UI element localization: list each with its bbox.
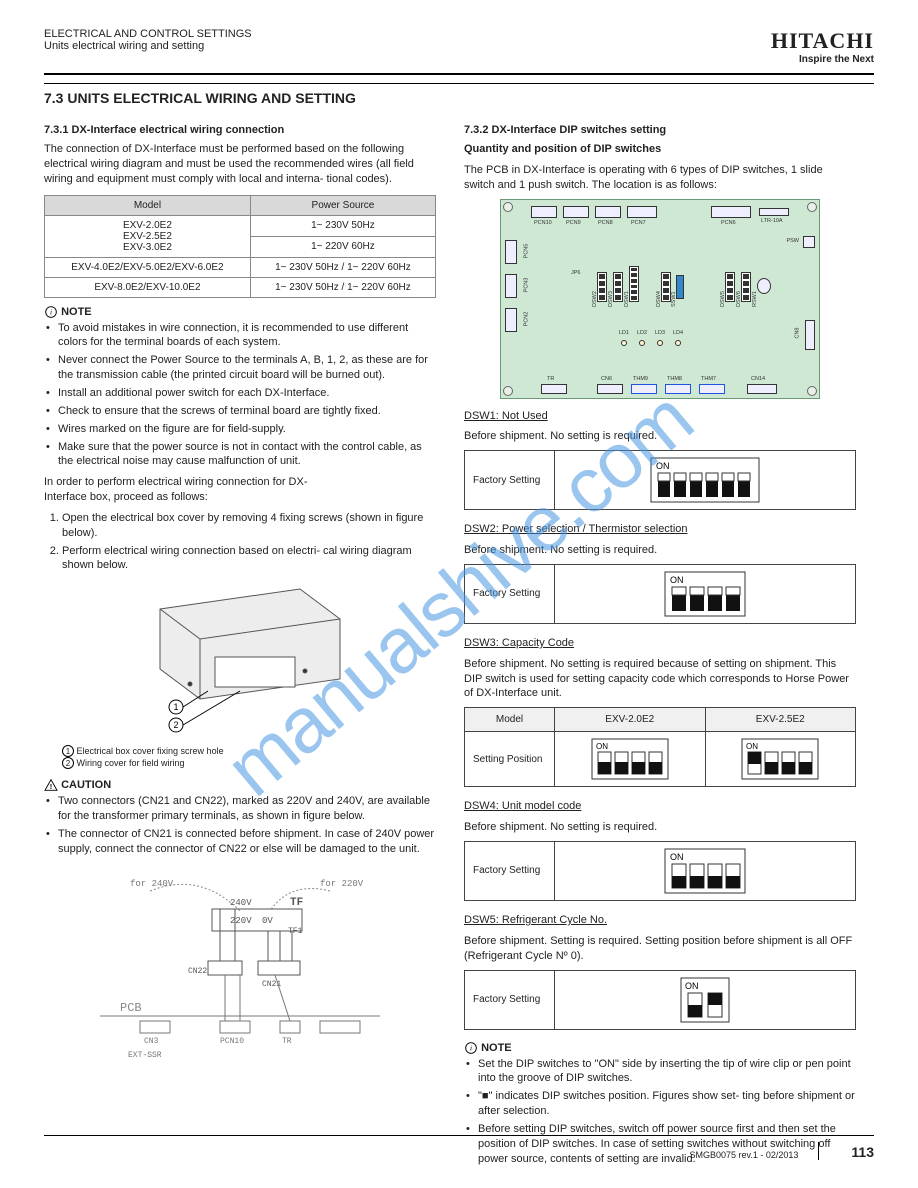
dsw1-dip: ON	[555, 451, 856, 510]
table-cell: EXV-4.0E2/EXV-5.0E2/EXV-6.0E2	[45, 257, 251, 277]
table-cell: 1~ 220V 60Hz	[250, 236, 435, 257]
list-item: Make sure that the power source is not i…	[44, 440, 436, 470]
brand-logo-text: HITACHI	[771, 28, 874, 54]
dsw2-dip: ON	[555, 564, 856, 623]
wiring-diagram: for 240V for 220V 240V 220V 0V TF TF1	[80, 861, 400, 1091]
svg-text:for 220V: for 220V	[320, 879, 364, 889]
note-list: To avoid mistakes in wire connection, it…	[44, 321, 436, 470]
dsw4-before: Before shipment. No setting is required.	[464, 820, 856, 835]
dsw2-table: Factory Setting ON	[464, 564, 856, 624]
svg-text:ON: ON	[670, 852, 684, 862]
svg-text:CN22: CN22	[188, 967, 207, 976]
info-icon: i	[44, 306, 58, 318]
dsw5-before: Before shipment. Setting is required. Se…	[464, 934, 856, 964]
svg-text:240V: 240V	[230, 898, 252, 908]
svg-text:ON: ON	[670, 575, 684, 585]
list-item: Perform electrical wiring connection bas…	[62, 544, 436, 574]
svg-text:220V: 220V	[230, 916, 252, 926]
brand-tagline: Inspire the Next	[771, 54, 874, 65]
svg-text:CN3: CN3	[144, 1037, 159, 1046]
ebox-steps: Open the electrical box cover by removin…	[44, 511, 436, 573]
callout-1: Electrical box cover fixing screw hole	[77, 746, 224, 756]
svg-text:ON: ON	[596, 742, 608, 751]
svg-text:PCN10: PCN10	[220, 1037, 244, 1046]
table-cell: 1~ 230V 50Hz / 1~ 220V 60Hz	[250, 257, 435, 277]
svg-text:1: 1	[173, 702, 178, 712]
list-item: The connector of CN21 is connected befor…	[44, 827, 436, 857]
svg-text:ON: ON	[685, 981, 699, 991]
main-heading: 7.3 UNITS ELECTRICAL WIRING AND SETTING	[44, 90, 874, 106]
dsw4-table: Factory Setting ON	[464, 841, 856, 901]
pcb-paragraph: The PCB in DX-Interface is operating wit…	[464, 163, 856, 193]
dsw3-dip-a: ON	[555, 732, 706, 787]
ebox-intro: In order to perform electrical wiring co…	[44, 475, 436, 505]
list-item: Install an additional power switch for e…	[44, 386, 436, 401]
svg-text:TR: TR	[282, 1037, 292, 1046]
table-header-power: Power Source	[250, 195, 435, 215]
list-item: Set the DIP switches to "ON" side by ins…	[464, 1057, 856, 1087]
dsw3-dip-b: ON	[705, 732, 856, 787]
dsw3-title: DSW3: Capacity Code	[464, 636, 856, 651]
header-subsection-title: Units electrical wiring and setting	[44, 40, 252, 52]
list-item: "■" indicates DIP switches position. Fig…	[464, 1089, 856, 1119]
dsw4-title: DSW4: Unit model code	[464, 799, 856, 814]
svg-text:!: !	[50, 782, 52, 791]
subheading-731: 7.3.1 DX-Interface electrical wiring con…	[44, 124, 436, 136]
list-item: Wires marked on the figure are for field…	[44, 422, 436, 437]
dsw1-table: Factory Setting ON	[464, 450, 856, 510]
dsw5-dip: ON	[555, 970, 856, 1029]
svg-text:i: i	[470, 1043, 472, 1052]
footer-docref: SMGB0075 rev.1 - 02/2013	[690, 1150, 799, 1160]
svg-text:ON: ON	[746, 742, 758, 751]
dsw2-before: Before shipment. No setting is required.	[464, 543, 856, 558]
callout-2: Wiring cover for field wiring	[77, 758, 185, 768]
caution-list: Two connectors (CN21 and CN22), marked a…	[44, 794, 436, 856]
dsw1-title: DSW1: Not Used	[464, 409, 856, 424]
caution-heading: CAUTION	[61, 779, 111, 791]
page-header: ELECTRICAL AND CONTROL SETTINGS Units el…	[44, 28, 874, 75]
svg-text:TF: TF	[290, 897, 303, 909]
footer-page-number: 113	[851, 1144, 874, 1160]
dsw3-before: Before shipment. No setting is required …	[464, 657, 856, 702]
svg-text:for 240V: for 240V	[130, 879, 174, 889]
list-item: Check to ensure that the screws of termi…	[44, 404, 436, 419]
list-item: Open the electrical box cover by removin…	[62, 511, 436, 541]
dsw1-before: Before shipment. No setting is required.	[464, 429, 856, 444]
svg-text:i: i	[50, 307, 52, 316]
svg-text:0V: 0V	[262, 916, 273, 926]
list-item: To avoid mistakes in wire connection, it…	[44, 321, 436, 351]
dsw5-table: Factory Setting ON	[464, 970, 856, 1030]
list-item: Never connect the Power Source to the te…	[44, 353, 436, 383]
dsw2-title: DSW2: Power selection / Thermistor selec…	[464, 522, 856, 537]
table-cell: 1~ 230V 50Hz	[250, 215, 435, 236]
dsw5-title: DSW5: Refrigerant Cycle No.	[464, 913, 856, 928]
table-cell: EXV-2.0E2 EXV-2.5E2 EXV-3.0E2	[45, 215, 251, 257]
info-icon: i	[464, 1042, 478, 1054]
right-column: 7.3.2 DX-Interface DIP switches setting …	[464, 116, 856, 1170]
subheading-732: 7.3.2 DX-Interface DIP switches setting	[464, 124, 856, 136]
pcb-subtitle: Quantity and position of DIP switches	[464, 142, 856, 157]
svg-text:2: 2	[173, 720, 178, 730]
note-heading: NOTE	[61, 306, 92, 318]
caution-icon: !	[44, 779, 58, 791]
table-cell: EXV-8.0E2/EXV-10.0E2	[45, 277, 251, 297]
note2-heading: NOTE	[481, 1042, 512, 1054]
left-column: 7.3.1 DX-Interface electrical wiring con…	[44, 116, 436, 1170]
intro-paragraph: The connection of DX-Interface must be p…	[44, 142, 436, 187]
table-cell: 1~ 230V 50Hz / 1~ 220V 60Hz	[250, 277, 435, 297]
svg-text:EXT-SSR: EXT-SSR	[128, 1051, 162, 1060]
dsw4-dip: ON	[555, 841, 856, 900]
pcb-layout: PCN10 PCN9 PCN8 PCN7 PCN6 LTR-10A PCN5 P…	[500, 199, 820, 399]
dsw3-table: Model EXV-2.0E2 EXV-2.5E2 Setting Positi…	[464, 707, 856, 787]
unit-diagram: 1 2	[120, 579, 360, 739]
svg-text:PCB: PCB	[120, 1001, 142, 1015]
page-footer: SMGB0075 rev.1 - 02/2013 113	[44, 1135, 874, 1160]
table-header-model: Model	[45, 195, 251, 215]
header-section-title: ELECTRICAL AND CONTROL SETTINGS	[44, 28, 252, 40]
list-item: Two connectors (CN21 and CN22), marked a…	[44, 794, 436, 824]
model-power-table: Model Power Source EXV-2.0E2 EXV-2.5E2 E…	[44, 195, 436, 298]
svg-text:ON: ON	[656, 461, 670, 471]
